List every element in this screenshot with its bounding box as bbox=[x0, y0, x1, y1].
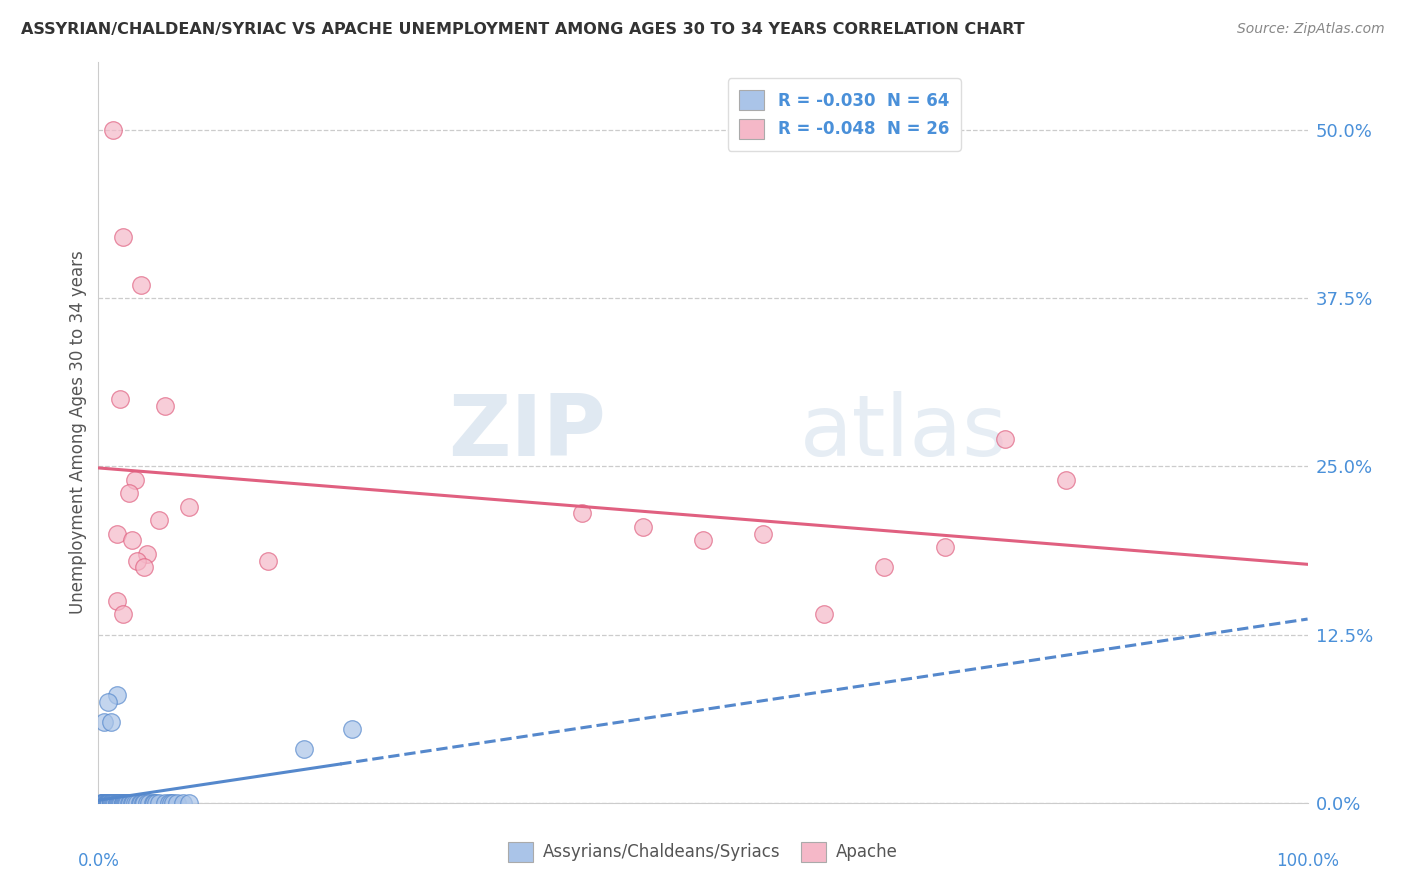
Point bbox=[91, 796, 114, 810]
Point bbox=[111, 607, 134, 622]
Point bbox=[114, 796, 136, 810]
Point bbox=[105, 796, 128, 810]
Point bbox=[111, 230, 134, 244]
Text: 0.0%: 0.0% bbox=[77, 852, 120, 870]
Point bbox=[160, 796, 183, 810]
Point bbox=[135, 547, 157, 561]
Point bbox=[93, 796, 115, 810]
Point bbox=[100, 714, 122, 729]
Point bbox=[292, 742, 315, 756]
Point bbox=[111, 796, 134, 810]
Point bbox=[934, 540, 956, 554]
Point bbox=[91, 796, 114, 810]
Point bbox=[118, 796, 141, 810]
Point bbox=[145, 796, 167, 810]
Point bbox=[124, 796, 146, 810]
Point bbox=[692, 533, 714, 548]
Point bbox=[97, 695, 120, 709]
Point bbox=[101, 796, 124, 810]
Point bbox=[98, 796, 121, 810]
Point bbox=[108, 392, 131, 406]
Point bbox=[143, 796, 166, 810]
Point bbox=[571, 507, 593, 521]
Point bbox=[127, 796, 149, 810]
Point bbox=[121, 533, 143, 548]
Point bbox=[100, 796, 122, 810]
Point bbox=[153, 796, 176, 810]
Point bbox=[105, 594, 128, 608]
Point bbox=[91, 796, 114, 810]
Point bbox=[172, 796, 194, 810]
Point bbox=[128, 796, 150, 810]
Text: ASSYRIAN/CHALDEAN/SYRIAC VS APACHE UNEMPLOYMENT AMONG AGES 30 TO 34 YEARS CORREL: ASSYRIAN/CHALDEAN/SYRIAC VS APACHE UNEMP… bbox=[21, 22, 1025, 37]
Point bbox=[91, 796, 114, 810]
Point bbox=[98, 796, 121, 810]
Point bbox=[100, 796, 122, 810]
Point bbox=[134, 796, 156, 810]
Point bbox=[129, 277, 152, 292]
Legend: Assyrians/Chaldeans/Syriacs, Apache: Assyrians/Chaldeans/Syriacs, Apache bbox=[502, 835, 904, 869]
Point bbox=[132, 796, 155, 810]
Point bbox=[148, 796, 170, 810]
Point bbox=[994, 433, 1017, 447]
Point bbox=[873, 560, 896, 574]
Point bbox=[96, 796, 118, 810]
Point bbox=[153, 399, 176, 413]
Point bbox=[104, 796, 127, 810]
Point bbox=[134, 560, 156, 574]
Point bbox=[127, 553, 149, 567]
Text: atlas: atlas bbox=[800, 391, 1008, 475]
Point bbox=[108, 796, 131, 810]
Point bbox=[135, 796, 157, 810]
Point bbox=[93, 714, 115, 729]
Point bbox=[117, 796, 139, 810]
Point bbox=[166, 796, 188, 810]
Point bbox=[631, 520, 654, 534]
Point bbox=[179, 500, 201, 514]
Point bbox=[105, 796, 128, 810]
Point bbox=[107, 796, 129, 810]
Point bbox=[93, 796, 115, 810]
Point bbox=[97, 796, 120, 810]
Point bbox=[108, 796, 131, 810]
Point bbox=[101, 122, 124, 136]
Point bbox=[105, 688, 128, 702]
Point bbox=[112, 796, 135, 810]
Point bbox=[813, 607, 835, 622]
Point bbox=[162, 796, 184, 810]
Point bbox=[90, 796, 112, 810]
Point bbox=[118, 796, 141, 810]
Point bbox=[1054, 473, 1077, 487]
Point bbox=[93, 796, 115, 810]
Point bbox=[100, 796, 122, 810]
Y-axis label: Unemployment Among Ages 30 to 34 years: Unemployment Among Ages 30 to 34 years bbox=[69, 251, 87, 615]
Point bbox=[110, 796, 132, 810]
Point bbox=[105, 526, 128, 541]
Point bbox=[256, 553, 278, 567]
Point bbox=[142, 796, 165, 810]
Point bbox=[179, 796, 201, 810]
Point bbox=[111, 796, 134, 810]
Point bbox=[752, 526, 775, 541]
Text: ZIP: ZIP bbox=[449, 391, 606, 475]
Point bbox=[129, 796, 152, 810]
Point bbox=[115, 796, 138, 810]
Point bbox=[96, 796, 118, 810]
Point bbox=[124, 473, 146, 487]
Point bbox=[94, 796, 117, 810]
Point bbox=[122, 796, 145, 810]
Point bbox=[138, 796, 160, 810]
Point bbox=[97, 796, 120, 810]
Point bbox=[100, 796, 122, 810]
Text: 100.0%: 100.0% bbox=[1277, 852, 1339, 870]
Point bbox=[157, 796, 180, 810]
Point bbox=[94, 796, 117, 810]
Text: Source: ZipAtlas.com: Source: ZipAtlas.com bbox=[1237, 22, 1385, 37]
Point bbox=[342, 722, 364, 736]
Point bbox=[103, 796, 125, 810]
Point bbox=[118, 486, 141, 500]
Point bbox=[148, 513, 170, 527]
Point bbox=[121, 796, 143, 810]
